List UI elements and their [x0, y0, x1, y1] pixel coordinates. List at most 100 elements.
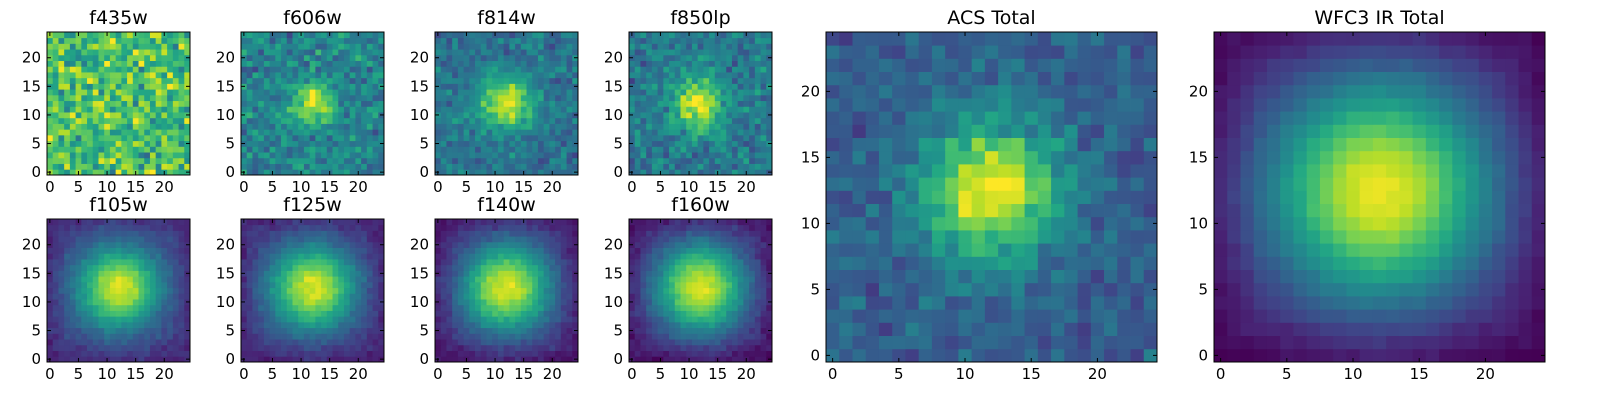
heatmap-cell	[332, 140, 339, 147]
heatmap-cell	[184, 259, 191, 266]
heatmap-cell	[178, 83, 185, 90]
heatmap-cell	[115, 72, 122, 79]
heatmap-cell	[321, 66, 328, 73]
heatmap-cell	[87, 230, 94, 237]
heatmap-cell	[246, 54, 253, 61]
heatmap-cell	[121, 316, 128, 323]
heatmap-cell	[865, 58, 880, 72]
heatmap-cell	[1064, 164, 1078, 178]
heatmap-cell	[497, 77, 505, 84]
heatmap-cell	[486, 37, 493, 44]
heatmap-cell	[469, 169, 476, 176]
heatmap-cell	[52, 129, 59, 136]
heatmap-cell	[691, 49, 699, 56]
x-tick-label: 0	[627, 178, 637, 196]
heatmap-cell	[703, 129, 710, 136]
heatmap-cell	[526, 32, 533, 39]
heatmap-cell	[435, 89, 442, 96]
heatmap-cell	[81, 163, 88, 170]
heatmap-cell	[155, 134, 162, 142]
heatmap-cell	[343, 264, 351, 271]
heatmap-cell	[178, 60, 185, 67]
heatmap-cell	[115, 94, 122, 102]
heatmap-cell	[731, 152, 739, 159]
heatmap-cell	[292, 236, 299, 243]
heatmap-cell	[663, 89, 670, 96]
heatmap-cell	[566, 94, 573, 102]
heatmap-cell	[480, 117, 487, 124]
heatmap-cell	[355, 140, 362, 147]
heatmap-cell	[629, 89, 636, 96]
heatmap-cell	[98, 287, 105, 294]
heatmap-cell	[269, 293, 276, 300]
heatmap-cell	[281, 112, 288, 119]
heatmap-cell	[298, 321, 305, 329]
heatmap-cell	[252, 259, 259, 266]
heatmap-cell	[127, 327, 134, 334]
heatmap-cell	[252, 140, 259, 147]
heatmap-cell	[155, 264, 162, 271]
heatmap-cell	[269, 112, 276, 119]
heatmap-cell	[132, 293, 139, 300]
heatmap-cell	[760, 112, 767, 119]
heatmap-cell	[167, 77, 174, 84]
heatmap-cell	[657, 100, 664, 107]
heatmap-cell	[1130, 58, 1145, 72]
heatmap-cell	[446, 293, 453, 300]
heatmap-cell	[984, 58, 999, 72]
heatmap-cell	[865, 348, 880, 363]
heatmap-cell	[1117, 111, 1131, 125]
heatmap-cell	[572, 49, 579, 56]
heatmap-cell	[998, 243, 1012, 257]
heatmap-cell	[378, 163, 385, 170]
heatmap-cell	[469, 83, 476, 90]
heatmap-cell	[463, 344, 470, 351]
heatmap-cell	[138, 146, 145, 153]
heatmap-cell	[292, 276, 299, 283]
heatmap-cell	[998, 137, 1012, 152]
heatmap-cell	[440, 270, 447, 277]
heatmap-cell	[338, 66, 345, 73]
heatmap-cell	[537, 134, 545, 142]
heatmap-cell	[132, 310, 139, 317]
heatmap-cell	[366, 241, 373, 248]
heatmap-cell	[104, 60, 111, 67]
heatmap-cell	[509, 37, 516, 44]
heatmap-cell	[161, 89, 168, 96]
heatmap-cell	[104, 43, 111, 50]
heatmap-cell	[674, 146, 681, 153]
heatmap-cell	[246, 112, 253, 119]
heatmap-cell	[984, 348, 999, 363]
heatmap-cell	[555, 293, 562, 300]
heatmap-cell	[321, 106, 328, 113]
heatmap-cell	[246, 253, 253, 260]
heatmap-cell	[115, 152, 122, 159]
heatmap-cell	[686, 112, 693, 119]
heatmap-cell	[657, 146, 664, 153]
heatmap-cell	[263, 310, 270, 317]
heatmap-cell	[258, 169, 265, 176]
heatmap-cell	[92, 247, 99, 254]
heatmap-cell	[492, 89, 499, 96]
heatmap-cell	[892, 282, 906, 297]
heatmap-cell	[378, 60, 385, 67]
heatmap-cell	[720, 83, 727, 90]
heatmap-cell	[549, 43, 556, 50]
heatmap-cell	[480, 77, 487, 84]
heatmap-cell	[52, 259, 59, 266]
heatmap-cell	[361, 224, 368, 231]
heatmap-cell	[184, 293, 191, 300]
heatmap-cell	[349, 32, 356, 39]
heatmap-cell	[446, 94, 453, 102]
heatmap-cell	[355, 146, 362, 153]
heatmap-cell	[246, 60, 253, 67]
heatmap-cell	[839, 124, 853, 138]
heatmap-cell	[172, 327, 179, 334]
heatmap-cell	[743, 106, 750, 113]
heatmap-cell	[184, 247, 191, 254]
heatmap-cell	[486, 123, 493, 130]
heatmap-cell	[509, 163, 516, 170]
heatmap-cell	[998, 203, 1012, 218]
heatmap-cell	[92, 106, 99, 113]
